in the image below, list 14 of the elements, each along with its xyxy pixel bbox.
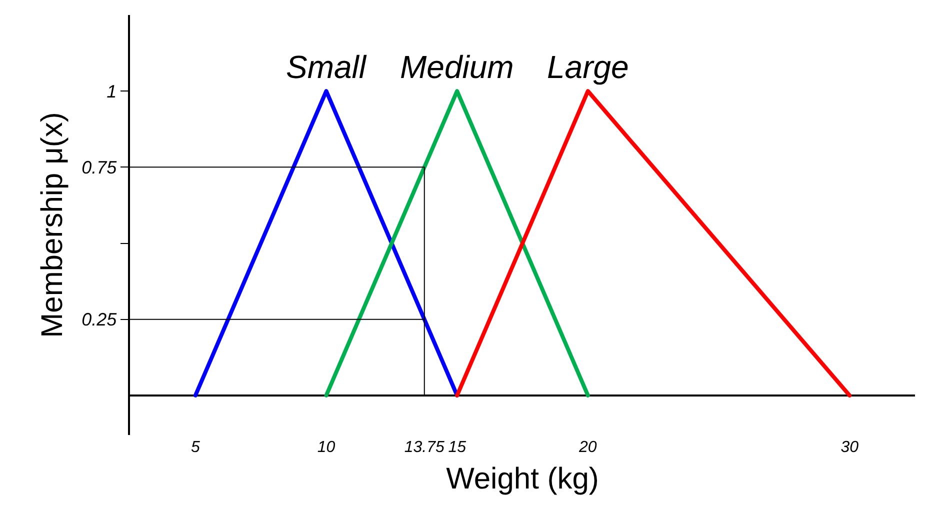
y-tick-label: 0.75 [82, 157, 118, 178]
x-axis-title: Weight (kg) [446, 462, 599, 496]
series-label: Small [286, 49, 367, 85]
x-tick-label: 13.75 [404, 439, 444, 456]
x-tick-label: 20 [578, 439, 597, 456]
series-label: Medium [400, 49, 514, 85]
y-tick-label: 1 [106, 81, 117, 102]
x-tick-label: 15 [448, 439, 466, 456]
series-label: Large [547, 49, 629, 85]
y-axis-title: Membership μ(x) [36, 112, 70, 338]
x-tick-label: 10 [317, 439, 336, 456]
x-tick-label: 5 [190, 439, 200, 456]
y-tick-label: 0.25 [82, 310, 118, 330]
x-tick-label: 30 [840, 439, 859, 456]
